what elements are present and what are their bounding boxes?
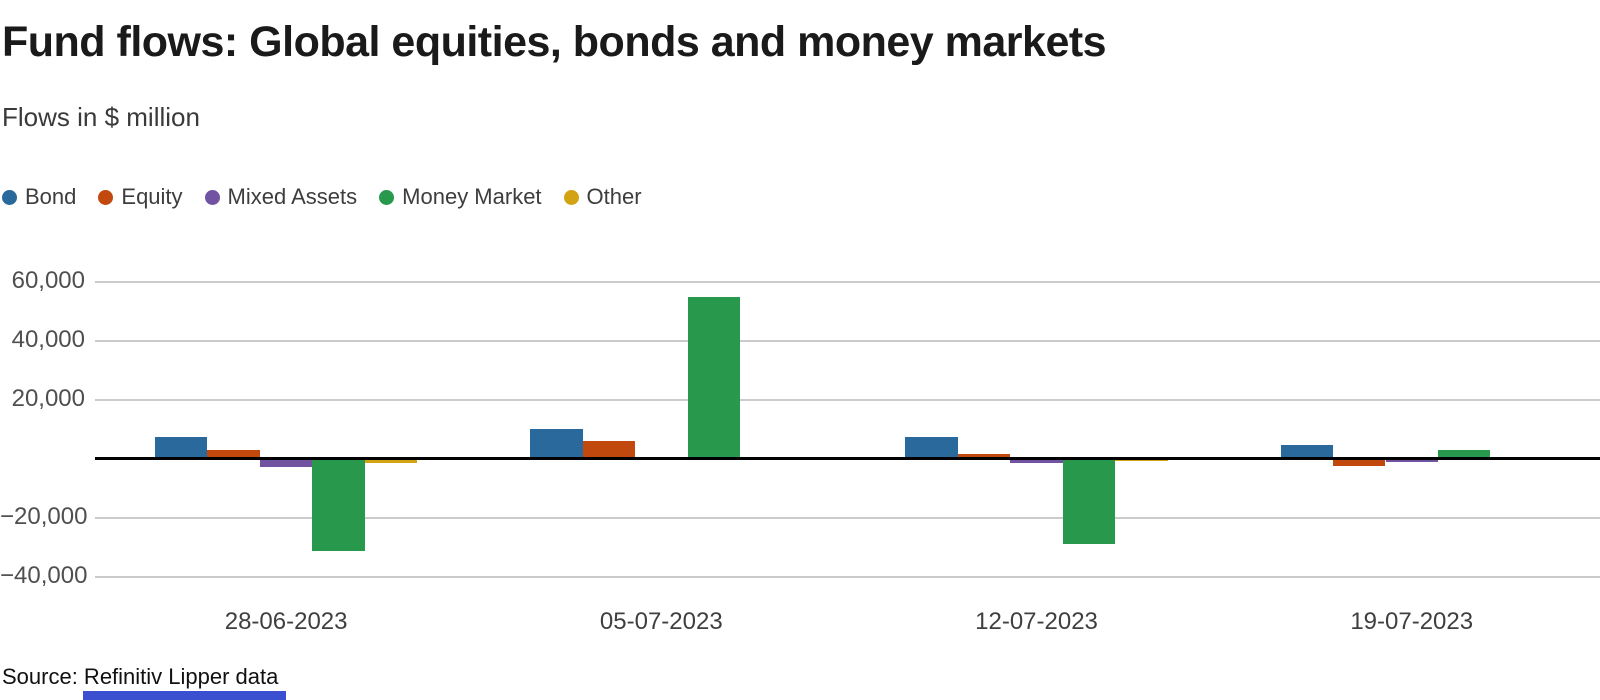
- bar-bond-28-06-2023: [155, 437, 208, 459]
- x-tick-label-12-07-2023: 12-07-2023: [975, 608, 1098, 635]
- y-tick-label: 20,000: [11, 384, 85, 412]
- x-tick-label-05-07-2023: 05-07-2023: [599, 608, 723, 635]
- legend-dot-icon: [379, 189, 395, 205]
- bar-money-market-19-07-2023: [1437, 450, 1491, 459]
- bar-money-market-28-06-2023: [312, 458, 365, 552]
- bottom-blue-bar: [83, 691, 286, 700]
- gridline-60000: [95, 280, 1600, 283]
- legend-item-bond: Bond: [2, 184, 76, 210]
- legend-label: Bond: [25, 184, 77, 209]
- legend-item-mixed-assets: Mixed Assets: [204, 184, 358, 210]
- legend-dot-icon: [98, 189, 114, 205]
- x-tick-label-28-06-2023: 28-06-2023: [224, 608, 348, 635]
- gridline-20000: [95, 398, 1600, 401]
- chart-title: Fund flows: Global equities, bonds and m…: [2, 18, 1107, 66]
- bar-equity-05-07-2023: [582, 441, 636, 459]
- y-tick-label: 60,000: [11, 266, 85, 294]
- zero-line: [95, 457, 1600, 460]
- legend-item-money-market: Money Market: [379, 184, 542, 210]
- legend: Bond Equity Mixed Assets Money Market Other: [2, 184, 642, 210]
- bar-mixed-assets-19-07-2023: [1385, 458, 1438, 462]
- bar-bond-12-07-2023: [905, 436, 958, 459]
- bar-equity-19-07-2023: [1333, 458, 1386, 467]
- bar-equity-28-06-2023: [207, 449, 260, 459]
- bar-mixed-assets-12-07-2023: [1010, 458, 1063, 463]
- y-tick-label: 40,000: [11, 325, 85, 353]
- legend-item-other: Other: [563, 184, 642, 210]
- bar-other-28-06-2023: [364, 458, 418, 463]
- source-text: Source: Refinitiv Lipper data: [2, 664, 279, 689]
- bar-mixed-assets-28-06-2023: [259, 458, 313, 467]
- bar-money-market-12-07-2023: [1062, 458, 1116, 544]
- y-tick-label: −40,000: [0, 561, 88, 589]
- legend-dot-icon: [563, 189, 579, 205]
- gridline--40000: [95, 575, 1600, 578]
- legend-dot-icon: [2, 189, 17, 205]
- bar-bond-19-07-2023: [1280, 444, 1334, 459]
- legend-item-equity: Equity: [98, 184, 183, 210]
- legend-label: Money Market: [402, 184, 542, 209]
- bar-money-market-05-07-2023: [687, 297, 740, 459]
- bar-equity-12-07-2023: [957, 453, 1011, 459]
- chart-subtitle: Flows in $ million: [2, 102, 200, 132]
- gridline--20000: [95, 516, 1600, 519]
- gridline-40000: [95, 339, 1600, 342]
- bar-bond-05-07-2023: [530, 429, 583, 459]
- legend-label: Equity: [121, 184, 183, 209]
- legend-dot-icon: [204, 189, 220, 205]
- y-tick-label: −20,000: [0, 502, 88, 530]
- legend-label: Other: [586, 184, 642, 209]
- legend-label: Mixed Assets: [227, 184, 358, 209]
- x-tick-label-19-07-2023: 19-07-2023: [1350, 608, 1474, 635]
